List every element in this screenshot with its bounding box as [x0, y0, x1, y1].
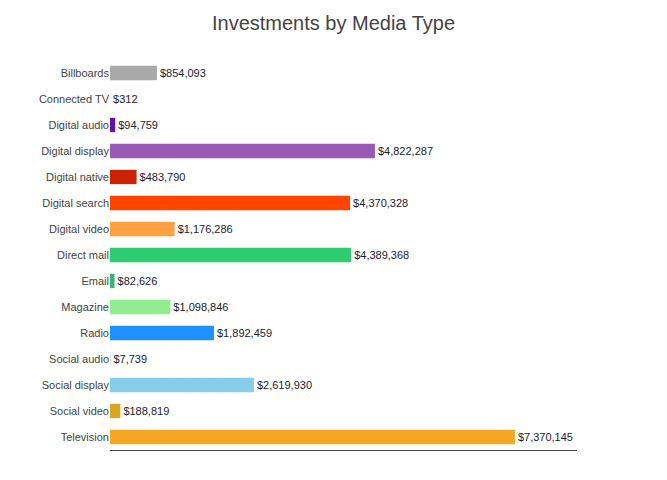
svg-text:Email: Email [81, 275, 109, 287]
svg-text:$7,370,145: $7,370,145 [518, 431, 573, 443]
svg-text:Social display: Social display [42, 379, 110, 391]
svg-text:$2,619,930: $2,619,930 [257, 379, 312, 391]
svg-text:$7,739: $7,739 [113, 353, 147, 365]
svg-text:Investments by Media Type: Investments by Media Type [212, 12, 455, 34]
svg-text:$4,822,287: $4,822,287 [378, 145, 433, 157]
svg-text:Social audio: Social audio [49, 353, 109, 365]
svg-text:$4,389,368: $4,389,368 [354, 249, 409, 261]
svg-text:Billboards: Billboards [61, 67, 110, 79]
svg-text:Digital search: Digital search [42, 197, 109, 209]
svg-text:$483,790: $483,790 [140, 171, 186, 183]
svg-text:$4,370,328: $4,370,328 [353, 197, 408, 209]
svg-text:$1,176,286: $1,176,286 [178, 223, 233, 235]
svg-text:$854,093: $854,093 [160, 67, 206, 79]
svg-text:Radio: Radio [80, 327, 109, 339]
svg-text:Digital audio: Digital audio [48, 119, 109, 131]
svg-text:Digital native: Digital native [46, 171, 109, 183]
svg-text:Direct mail: Direct mail [57, 249, 109, 261]
svg-text:Magazine: Magazine [61, 301, 109, 313]
svg-text:Television: Television [61, 431, 109, 443]
svg-text:Connected TV: Connected TV [39, 93, 110, 105]
svg-text:$312: $312 [113, 93, 137, 105]
svg-text:$188,819: $188,819 [123, 405, 169, 417]
svg-text:$1,892,459: $1,892,459 [217, 327, 272, 339]
svg-text:$82,626: $82,626 [118, 275, 158, 287]
svg-text:$94,759: $94,759 [118, 119, 158, 131]
svg-text:Digital video: Digital video [49, 223, 109, 235]
svg-text:$1,098,846: $1,098,846 [173, 301, 228, 313]
svg-text:Social video: Social video [50, 405, 109, 417]
svg-text:Digital display: Digital display [41, 145, 109, 157]
